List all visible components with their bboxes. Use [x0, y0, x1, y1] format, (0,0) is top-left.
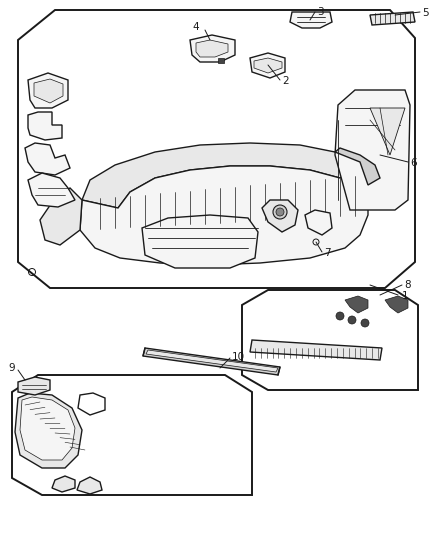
Text: 7: 7	[324, 248, 331, 258]
Polygon shape	[143, 348, 280, 375]
Polygon shape	[12, 375, 252, 495]
Circle shape	[276, 208, 284, 216]
Polygon shape	[25, 143, 70, 175]
Polygon shape	[40, 188, 82, 245]
Text: 6: 6	[410, 158, 417, 168]
Polygon shape	[28, 73, 68, 108]
Polygon shape	[80, 162, 368, 265]
Text: 8: 8	[404, 280, 411, 290]
Polygon shape	[250, 340, 382, 360]
Polygon shape	[305, 210, 332, 235]
Text: 3: 3	[317, 7, 324, 17]
Polygon shape	[242, 290, 418, 390]
Polygon shape	[20, 397, 75, 460]
Circle shape	[348, 316, 356, 324]
Text: 1: 1	[402, 291, 409, 301]
Circle shape	[336, 312, 344, 320]
Polygon shape	[18, 377, 50, 395]
Polygon shape	[34, 79, 63, 103]
Text: 9: 9	[8, 363, 14, 373]
Polygon shape	[335, 148, 380, 185]
Polygon shape	[370, 108, 405, 155]
Polygon shape	[250, 53, 285, 78]
Polygon shape	[345, 296, 368, 313]
Polygon shape	[262, 200, 298, 232]
Polygon shape	[254, 58, 282, 73]
Circle shape	[361, 319, 369, 327]
Polygon shape	[335, 90, 410, 210]
Polygon shape	[28, 112, 62, 140]
Polygon shape	[385, 296, 408, 313]
Polygon shape	[142, 215, 258, 268]
Text: 4: 4	[192, 22, 198, 32]
Text: 2: 2	[282, 76, 289, 86]
Circle shape	[273, 205, 287, 219]
Polygon shape	[15, 393, 82, 468]
Polygon shape	[290, 12, 332, 28]
Polygon shape	[18, 10, 415, 288]
Polygon shape	[196, 40, 228, 57]
Polygon shape	[28, 173, 75, 207]
Polygon shape	[82, 143, 370, 208]
Polygon shape	[190, 35, 235, 62]
Polygon shape	[52, 476, 75, 492]
Polygon shape	[218, 58, 224, 63]
Text: 5: 5	[422, 8, 429, 18]
Polygon shape	[370, 12, 415, 25]
Polygon shape	[77, 477, 102, 494]
Polygon shape	[146, 350, 278, 372]
Text: 10: 10	[232, 352, 245, 362]
